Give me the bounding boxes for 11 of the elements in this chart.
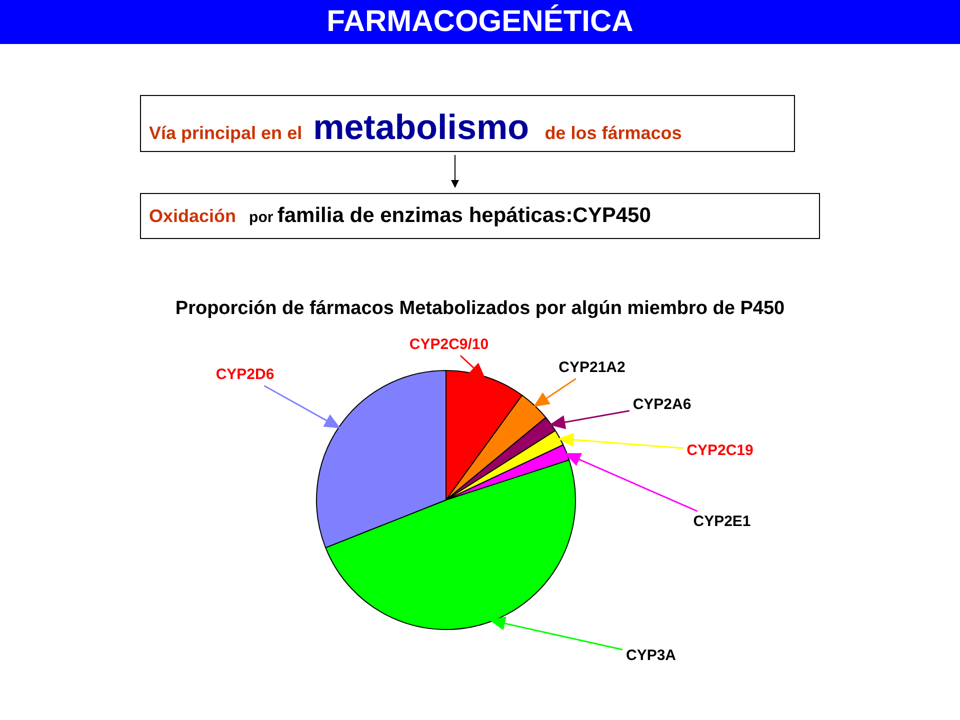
slice-label: CYP2A6 xyxy=(632,396,692,414)
text: Vía principal en el metabolismo de los fármacos xyxy=(149,108,682,148)
slice-label: CYP21A2 xyxy=(558,359,626,376)
slice-label: CYP2E1 xyxy=(693,513,751,530)
chart-title: FARMACOGENÉTICA xyxy=(0,0,960,44)
slice-label: CYP3A xyxy=(626,647,676,664)
text: Oxidación por familia de enzimas hepáticas:CYP450 xyxy=(149,204,651,228)
slice-label: CYP2C9/10 xyxy=(409,336,489,354)
chart-subtitle: Proporción de fármacos Metabolizados por algún miembro de P450 xyxy=(174,298,786,320)
slice-label: CYP2C19 xyxy=(686,442,754,460)
slice-label: CYP2D6 xyxy=(216,366,274,384)
